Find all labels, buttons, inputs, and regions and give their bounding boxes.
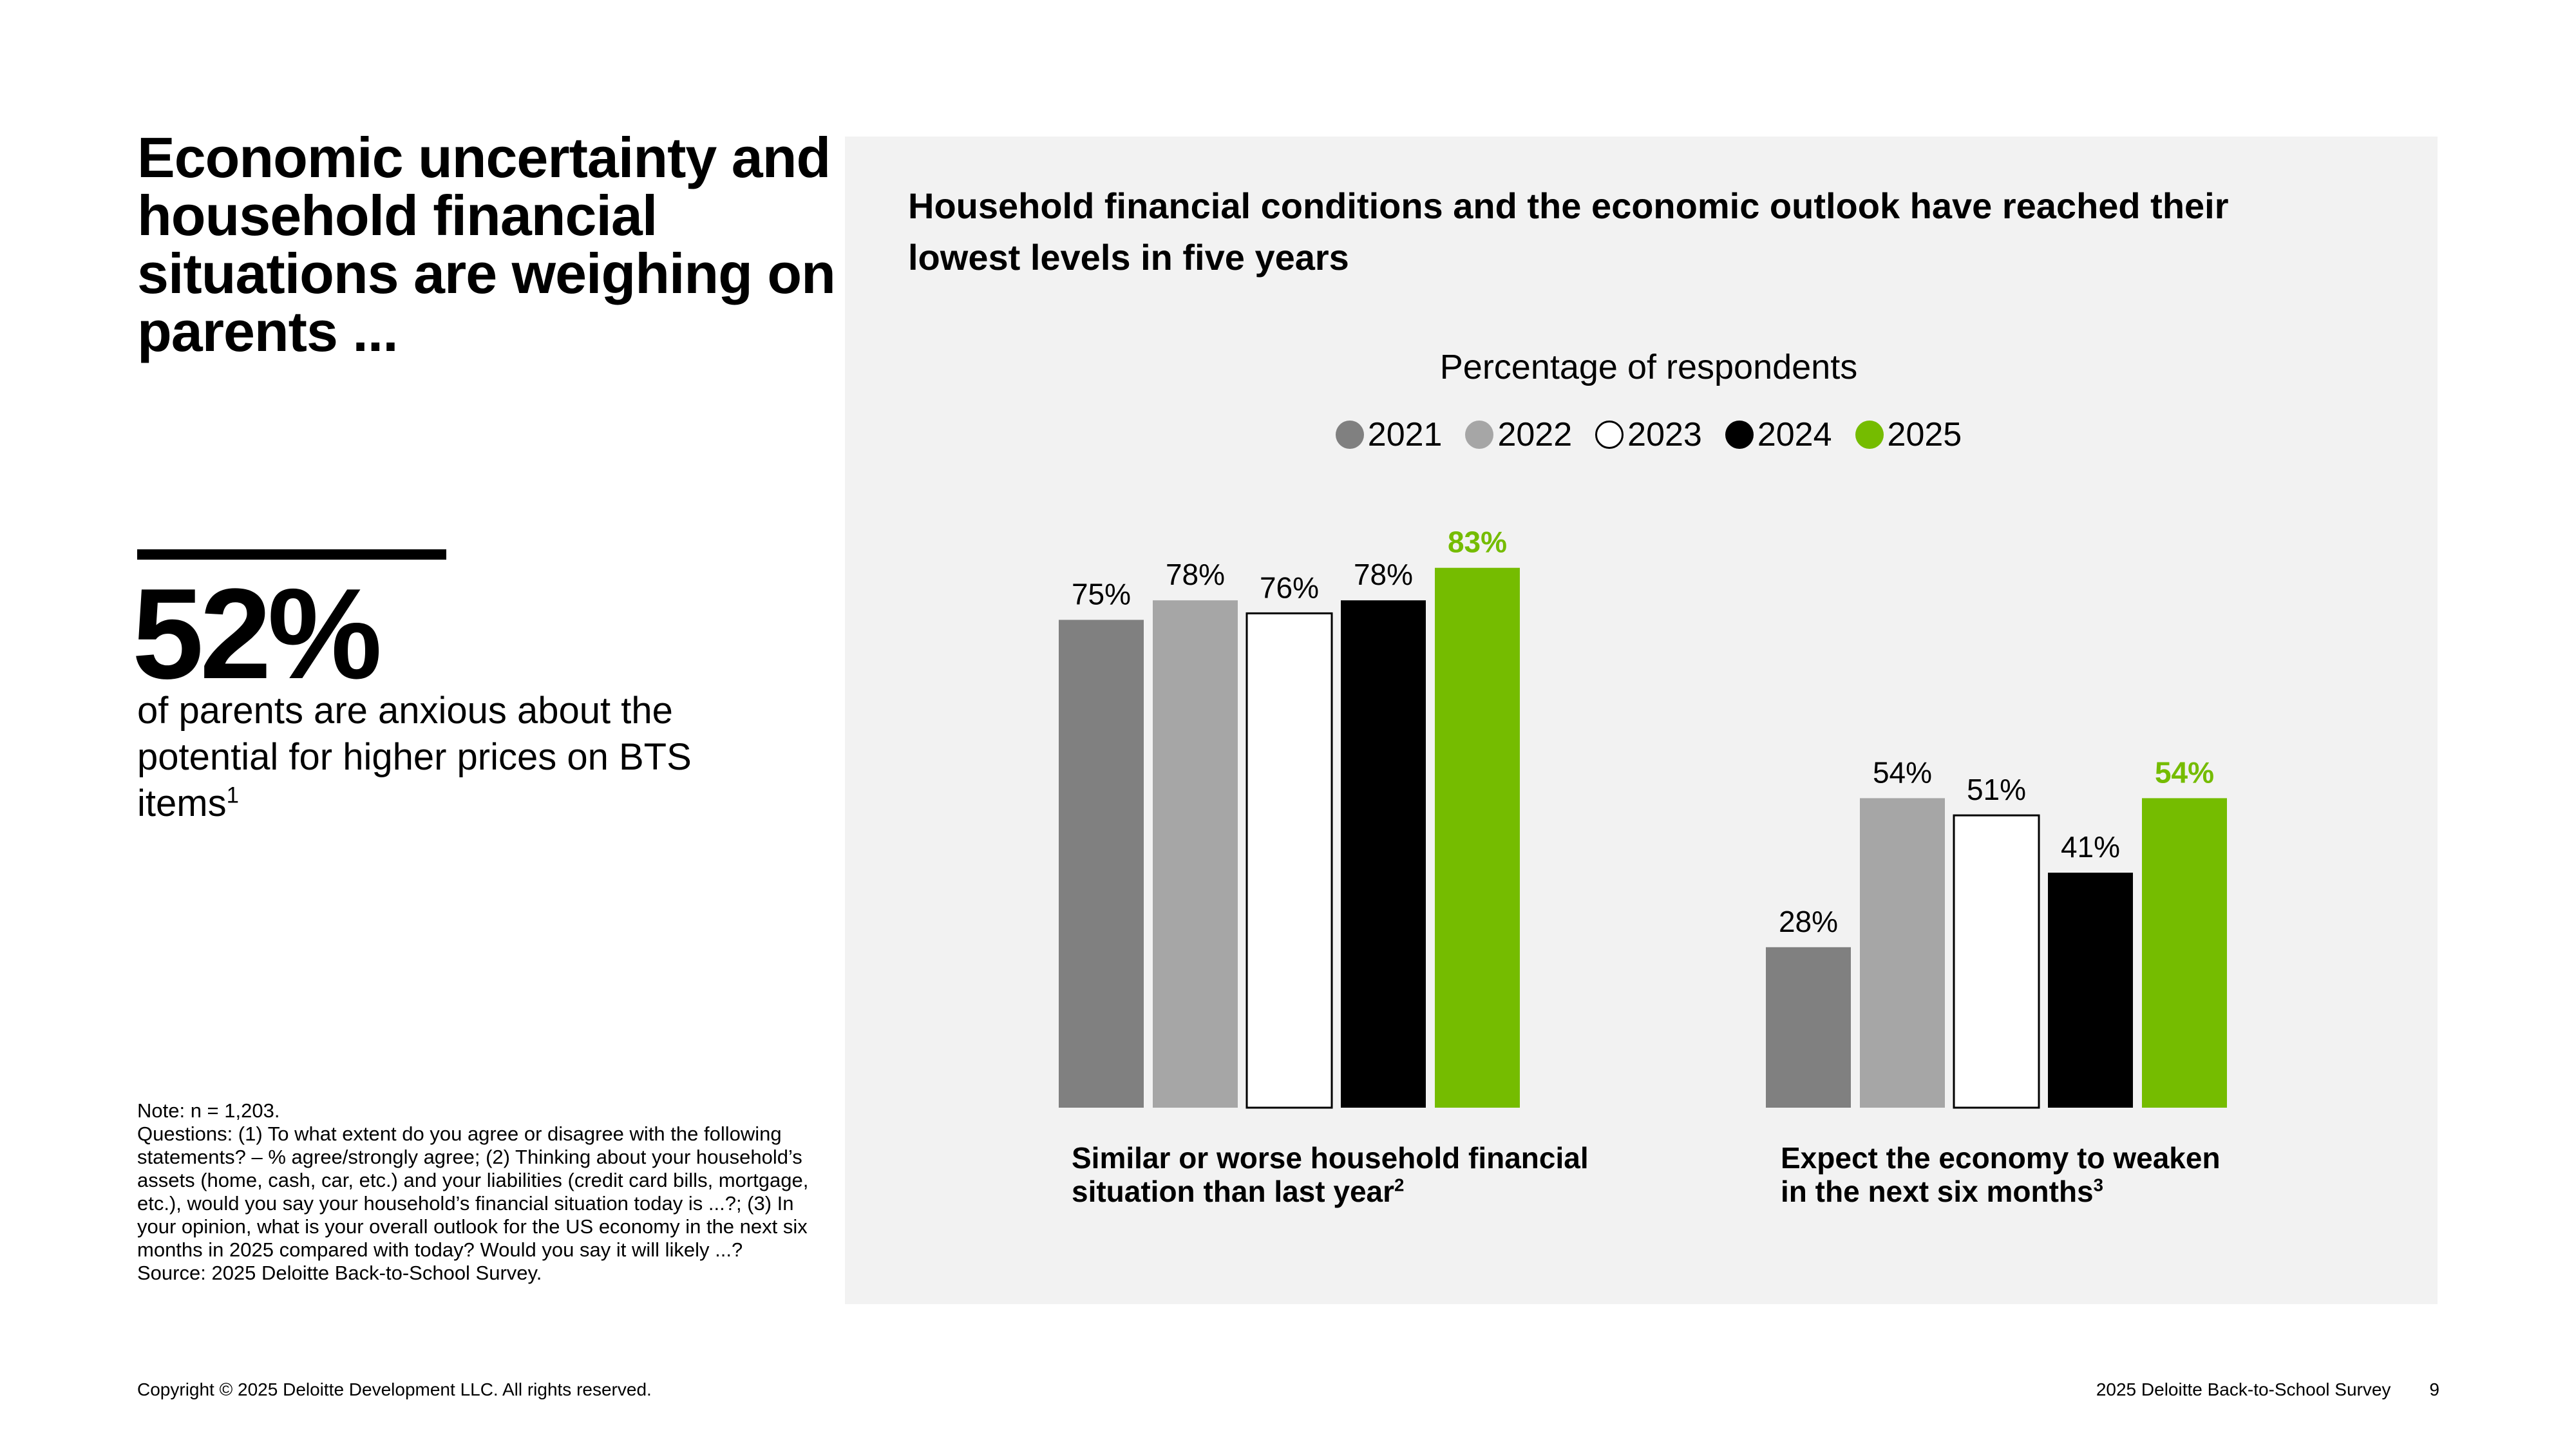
legend-item-2024: 2024	[1725, 412, 1832, 457]
bar-2023-cat1	[1953, 814, 2040, 1109]
legend-label: 2021	[1367, 416, 1443, 453]
legend-swatch-2022	[1465, 421, 1494, 449]
bar-2022-cat1	[1860, 798, 1945, 1108]
footer-report-name: 2025 Deloitte Back-to-School Survey	[2096, 1379, 2391, 1399]
legend-swatch-2024	[1725, 421, 1754, 449]
legend-label: 2022	[1497, 416, 1573, 453]
legend-item-2021: 2021	[1335, 412, 1443, 457]
bar-2024-cat0	[1341, 600, 1426, 1108]
chart-subtitle: Percentage of respondents	[1439, 348, 1858, 386]
legend-swatch-2025	[1855, 421, 1884, 449]
page-headline: Economic uncertainty and household finan…	[137, 126, 836, 363]
note-sample-size: Note: n = 1,203.	[137, 1099, 280, 1122]
notes-block: Note: n = 1,203. Questions: (1) To what …	[137, 1099, 833, 1285]
page-number: 9	[2429, 1379, 2439, 1399]
bar-2023-cat0	[1245, 612, 1333, 1109]
legend-swatch-2023	[1595, 421, 1624, 449]
legend-label: 2025	[1887, 416, 1962, 453]
legend-label: 2023	[1627, 416, 1702, 453]
stat-description-text: of parents are anxious about the potenti…	[137, 690, 692, 824]
category-label-economy: Expect the economy to weaken in the next…	[1781, 1141, 2244, 1208]
category-label-text: Similar or worse household financial sit…	[1072, 1141, 1589, 1208]
data-label-2025-cat0: 83%	[1448, 526, 1507, 559]
data-label-2021-cat1: 28%	[1779, 905, 1838, 938]
legend-swatch-2021	[1335, 421, 1364, 449]
chart-title: Household financial conditions and the e…	[908, 185, 2229, 278]
bar-2024-cat1	[2048, 873, 2133, 1108]
data-label-2024-cat0: 78%	[1354, 558, 1413, 591]
data-label-2023-cat0: 76%	[1260, 571, 1319, 604]
category-label-household: Similar or worse household financial sit…	[1072, 1141, 1651, 1208]
stat-description: of parents are anxious about the potenti…	[137, 688, 755, 827]
data-label-2021-cat0: 75%	[1072, 578, 1131, 611]
data-label-2022-cat1: 54%	[1873, 755, 1932, 789]
data-label-2024-cat1: 41%	[2061, 830, 2120, 864]
footer-copyright: Copyright © 2025 Deloitte Development LL…	[137, 1379, 652, 1399]
bar-2025-cat0	[1435, 567, 1520, 1108]
note-questions: Questions: (1) To what extent do you agr…	[137, 1122, 809, 1261]
stat-footnote-marker: 1	[226, 782, 239, 808]
category-footnote-marker: 3	[2093, 1175, 2103, 1195]
category-label-text: Expect the economy to weaken in the next…	[1781, 1141, 2221, 1208]
legend-label: 2024	[1757, 416, 1832, 453]
category-footnote-marker: 2	[1394, 1175, 1405, 1195]
bar-2022-cat0	[1153, 600, 1238, 1108]
chart-legend: 2021 2022 2023 2024 2025	[1030, 412, 2267, 457]
legend-item-2022: 2022	[1465, 412, 1572, 457]
bar-2025-cat1	[2142, 798, 2227, 1108]
bar-2021-cat1	[1766, 947, 1851, 1108]
note-source: Source: 2025 Deloitte Back-to-School Sur…	[137, 1262, 542, 1284]
footer-right: 2025 Deloitte Back-to-School Survey 9	[2096, 1379, 2439, 1400]
data-label-2025-cat1: 54%	[2155, 755, 2214, 789]
data-label-2023-cat1: 51%	[1967, 773, 2026, 806]
stat-value: 52%	[132, 562, 382, 706]
bar-2021-cat0	[1059, 620, 1144, 1108]
data-label-2022-cat0: 78%	[1166, 558, 1225, 591]
legend-item-2023: 2023	[1595, 412, 1702, 457]
legend-item-2025: 2025	[1855, 412, 1962, 457]
stat-divider	[137, 549, 446, 560]
